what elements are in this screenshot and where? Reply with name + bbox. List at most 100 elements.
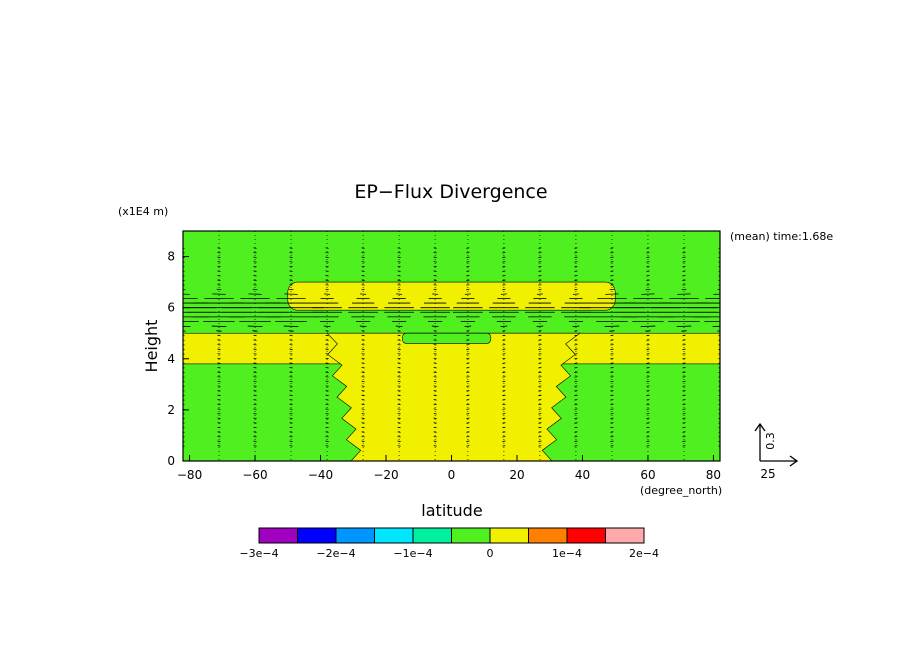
flux-vector — [682, 256, 686, 258]
flux-vector — [502, 390, 506, 392]
flux-vector — [361, 390, 365, 392]
colorbar-swatch — [412, 527, 452, 544]
flux-vector — [217, 344, 221, 346]
flux-vector — [253, 344, 257, 346]
flux-vector — [466, 403, 470, 406]
flux-vector — [538, 247, 542, 249]
flux-vector — [397, 353, 401, 355]
flux-vector — [325, 256, 329, 258]
flux-vector — [183, 330, 186, 332]
vector-key-y-label: 0.3 — [764, 432, 777, 450]
flux-vector — [289, 399, 293, 401]
flux-vector — [289, 390, 293, 392]
flux-vector — [646, 422, 650, 424]
flux-vector — [289, 385, 293, 387]
flux-vector — [361, 330, 365, 332]
flux-vector — [253, 403, 257, 406]
flux-vector — [502, 288, 506, 291]
flux-vector — [253, 431, 257, 433]
flux-vector — [682, 348, 686, 350]
flux-vector — [289, 376, 293, 378]
colorbar-swatch — [297, 527, 337, 544]
flux-vector — [574, 247, 578, 249]
flux-vector — [183, 408, 185, 410]
flux-vector — [466, 348, 470, 350]
flux-vector — [325, 422, 329, 424]
flux-vector — [502, 436, 506, 438]
flux-vector — [183, 431, 185, 433]
flux-vector — [502, 357, 506, 360]
flux-vector — [289, 408, 293, 410]
flux-vector — [538, 385, 542, 387]
flux-vector — [183, 381, 185, 383]
flux-vector — [502, 367, 506, 369]
flux-vector — [289, 252, 293, 254]
flux-vector — [466, 270, 470, 272]
flux-vector — [217, 252, 221, 254]
flux-vector — [217, 334, 221, 337]
flux-vector — [183, 422, 185, 424]
flux-vector — [682, 408, 686, 410]
y-tick-label: 0 — [167, 454, 175, 468]
flux-vector — [325, 436, 329, 438]
flux-vector — [183, 344, 185, 346]
flux-vector — [466, 275, 470, 277]
y-tick-label: 6 — [167, 301, 175, 315]
flux-vector — [466, 288, 470, 291]
flux-vector — [466, 445, 470, 447]
flux-vector — [397, 413, 401, 415]
flux-vector — [502, 431, 506, 433]
flux-vector — [676, 325, 692, 327]
flux-vector — [253, 247, 257, 249]
flux-vector — [466, 431, 470, 433]
flux-vector — [433, 380, 437, 383]
flux-vector — [397, 279, 401, 281]
flux-vector — [433, 408, 437, 410]
vector-key: 25 0.3 — [754, 422, 799, 481]
flux-vector — [253, 265, 257, 268]
flux-vector — [502, 445, 506, 447]
flux-vector — [217, 426, 221, 429]
flux-vector — [682, 445, 686, 447]
flux-vector — [502, 339, 506, 341]
flux-vector — [433, 436, 437, 438]
flux-vector — [253, 348, 257, 350]
flux-vector — [325, 367, 329, 369]
flux-vector — [361, 270, 365, 272]
flux-vector — [717, 330, 720, 332]
flux-vector — [433, 256, 437, 258]
flux-vector — [253, 390, 257, 392]
flux-vector — [538, 339, 542, 341]
flux-vector — [502, 440, 506, 442]
flux-vector — [397, 330, 401, 332]
flux-vector — [610, 403, 614, 406]
flux-vector — [183, 335, 185, 337]
flux-vector — [217, 440, 221, 442]
flux-vector — [718, 413, 720, 415]
flux-vector — [325, 288, 329, 291]
flux-vector — [610, 394, 614, 396]
flux-vector — [610, 371, 614, 373]
flux-vector — [247, 325, 263, 327]
flux-vector — [325, 394, 329, 396]
flux-vector — [397, 376, 401, 378]
flux-vector — [217, 256, 221, 258]
flux-vector — [325, 426, 329, 429]
flux-vector — [466, 367, 470, 369]
flux-vector — [433, 344, 437, 346]
flux-vector — [253, 334, 257, 337]
flux-vector — [574, 362, 578, 364]
flux-vector — [538, 275, 542, 277]
flux-vector — [718, 367, 720, 369]
flux-vector — [183, 394, 185, 396]
colorbar-swatch — [489, 527, 529, 544]
flux-vector — [183, 275, 185, 277]
flux-vector — [574, 380, 578, 383]
flux-vector — [253, 362, 257, 364]
y-units-label: (x1E4 m) — [118, 205, 168, 218]
flux-vector — [183, 371, 185, 373]
flux-vector — [646, 399, 650, 401]
flux-vector — [397, 394, 401, 396]
flux-vector — [574, 348, 578, 350]
flux-vector — [466, 413, 470, 415]
